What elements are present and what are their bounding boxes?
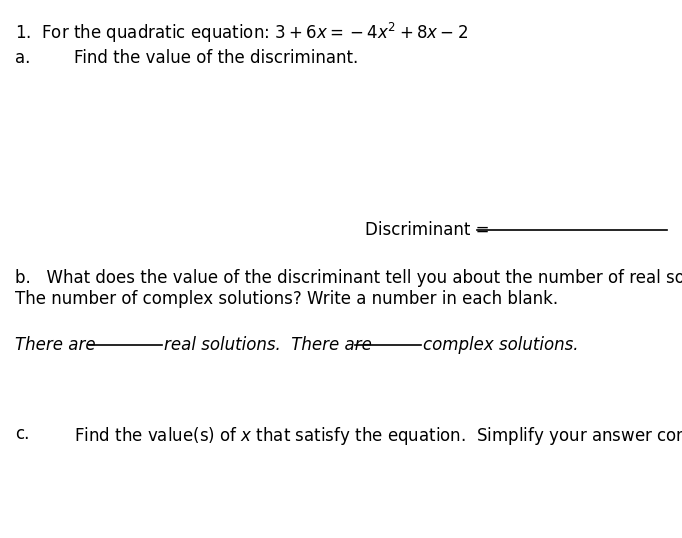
Text: There are: There are xyxy=(15,336,95,353)
Text: real solutions.  There are: real solutions. There are xyxy=(164,336,372,353)
Text: Find the value(s) of $x$ that satisfy the equation.  Simplify your answer comple: Find the value(s) of $x$ that satisfy th… xyxy=(74,425,682,447)
Text: a.: a. xyxy=(15,49,31,67)
Text: Find the value of the discriminant.: Find the value of the discriminant. xyxy=(74,49,358,67)
Text: 1.  For the quadratic equation: $3 + 6x = -4x^2 + 8x - 2$: 1. For the quadratic equation: $3 + 6x =… xyxy=(15,20,468,45)
Text: complex solutions.: complex solutions. xyxy=(423,336,578,353)
Text: Discriminant =: Discriminant = xyxy=(365,221,494,238)
Text: c.: c. xyxy=(15,425,29,443)
Text: b.   What does the value of the discriminant tell you about the number of real s: b. What does the value of the discrimina… xyxy=(15,269,682,308)
